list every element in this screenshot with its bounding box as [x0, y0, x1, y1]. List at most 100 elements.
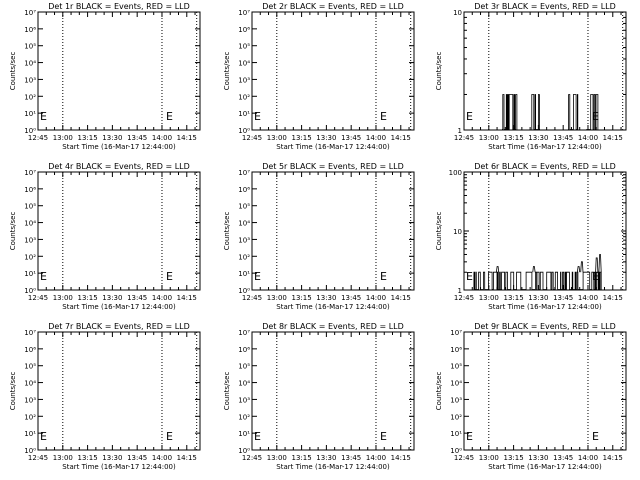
- y-tick-label: 10⁵: [450, 363, 462, 371]
- events-peak: [595, 257, 599, 273]
- y-tick-label: 1: [458, 287, 462, 295]
- y-tick-label: 10⁷: [238, 329, 250, 337]
- y-tick-label: 10³: [450, 396, 462, 404]
- x-tick-label: 13:45: [127, 134, 147, 142]
- plot-frame: [251, 331, 415, 451]
- plot-frame: [251, 11, 415, 131]
- x-tick-label: 14:15: [177, 134, 197, 142]
- x-axis-label: Start Time (16-Mar-17 12:44:00): [488, 303, 602, 311]
- y-tick-label: 10⁴: [238, 380, 250, 388]
- y-axis-label: Counts/sec: [223, 52, 231, 91]
- x-tick-label: 14:00: [366, 294, 386, 302]
- x-tick-label: 12:45: [28, 294, 48, 302]
- x-tick-label: 13:15: [503, 454, 523, 462]
- x-tick-label: 13:15: [503, 294, 523, 302]
- x-tick-label: 13:00: [267, 294, 287, 302]
- y-tick-label: 10⁴: [24, 60, 36, 68]
- detector-panel-1: Det 1r BLACK = Events, RED = LLD 10⁰ 10¹ 10…: [9, 2, 201, 151]
- y-tick-label: 10⁵: [24, 363, 36, 371]
- y-tick-label: 10²: [450, 413, 462, 421]
- x-tick-label: 12:45: [28, 134, 48, 142]
- x-tick-label: 12:45: [454, 294, 474, 302]
- y-tick-label: 10¹: [238, 270, 250, 278]
- y-tick-label: 10³: [238, 396, 250, 404]
- y-tick-label: 10⁰: [24, 447, 36, 455]
- x-tick-label: 14:00: [578, 134, 598, 142]
- panel-title: Det 7r BLACK = Events, RED = LLD: [48, 322, 190, 331]
- y-tick-label: 10¹: [24, 430, 36, 438]
- event-marker: E: [40, 270, 47, 283]
- x-tick-label: 13:30: [102, 294, 122, 302]
- x-tick-label: 13:00: [53, 294, 73, 302]
- y-axis-label: Counts/sec: [435, 212, 443, 251]
- events-trace: [473, 271, 602, 290]
- event-marker: E: [166, 270, 173, 283]
- y-tick-label: 10²: [238, 93, 250, 101]
- event-marker: E: [466, 270, 473, 283]
- panel-title: Det 6r BLACK = Events, RED = LLD: [474, 162, 616, 171]
- event-marker: E: [40, 430, 47, 443]
- x-tick-label: 13:45: [553, 294, 573, 302]
- x-axis-label: Start Time (16-Mar-17 12:44:00): [62, 303, 176, 311]
- events-peak: [496, 266, 500, 273]
- y-tick-label: 10¹: [24, 270, 36, 278]
- x-tick-label: 13:30: [528, 454, 548, 462]
- x-tick-label: 14:15: [177, 454, 197, 462]
- detector-panel-4: Det 4r BLACK = Events, RED = LLD 10⁰ 10¹ 10…: [9, 162, 201, 311]
- event-marker: E: [466, 430, 473, 443]
- x-tick-label: 13:45: [341, 454, 361, 462]
- x-tick-label: 13:30: [102, 454, 122, 462]
- y-tick-label: 10⁷: [238, 9, 250, 17]
- x-tick-label: 13:30: [316, 454, 336, 462]
- x-tick-label: 14:15: [391, 134, 411, 142]
- events-trace: [502, 94, 599, 130]
- x-tick-label: 14:00: [578, 294, 598, 302]
- y-tick-label: 10⁶: [450, 346, 462, 354]
- x-axis-label: Start Time (16-Mar-17 12:44:00): [276, 303, 390, 311]
- x-tick-label: 13:15: [77, 454, 97, 462]
- y-tick-label: 10²: [238, 253, 250, 261]
- y-tick-label: 10⁶: [238, 26, 250, 34]
- y-axis-label: Counts/sec: [435, 372, 443, 411]
- panel-title: Det 8r BLACK = Events, RED = LLD: [262, 322, 404, 331]
- y-tick-label: 10¹: [24, 110, 36, 118]
- y-axis-label: Counts/sec: [9, 52, 17, 91]
- y-tick-label: 10⁵: [24, 43, 36, 51]
- event-marker: E: [254, 430, 261, 443]
- x-tick-label: 12:45: [454, 454, 474, 462]
- y-tick-label: 100: [449, 169, 462, 177]
- y-tick-label: 10⁰: [238, 127, 250, 135]
- y-tick-label: 10³: [238, 236, 250, 244]
- event-marker: E: [166, 430, 173, 443]
- x-tick-label: 13:45: [553, 454, 573, 462]
- events-peak: [598, 254, 602, 273]
- y-tick-label: 10²: [238, 413, 250, 421]
- x-tick-label: 13:45: [341, 294, 361, 302]
- event-marker: E: [380, 270, 387, 283]
- plot-frame: [463, 331, 627, 451]
- x-axis-label: Start Time (16-Mar-17 12:44:00): [276, 143, 390, 151]
- y-axis-label: Counts/sec: [435, 52, 443, 91]
- event-marker: E: [380, 110, 387, 123]
- y-tick-label: 10⁴: [24, 220, 36, 228]
- x-tick-label: 13:30: [102, 134, 122, 142]
- y-tick-label: 10⁴: [238, 60, 250, 68]
- detector-panel-5: Det 5r BLACK = Events, RED = LLD 10⁰ 10¹ 10…: [223, 162, 415, 311]
- y-tick-label: 10¹: [238, 110, 250, 118]
- y-tick-label: 10⁷: [24, 9, 36, 17]
- x-tick-label: 13:45: [553, 134, 573, 142]
- detector-panel-2: Det 2r BLACK = Events, RED = LLD 10⁰ 10¹ 10…: [223, 2, 415, 151]
- x-tick-label: 14:15: [177, 294, 197, 302]
- y-axis-label: Counts/sec: [9, 372, 17, 411]
- y-tick-label: 10²: [24, 253, 36, 261]
- y-tick-label: 10³: [238, 76, 250, 84]
- y-tick-label: 10³: [24, 236, 36, 244]
- x-tick-label: 13:00: [267, 134, 287, 142]
- x-tick-label: 12:45: [242, 454, 262, 462]
- event-marker: E: [592, 430, 599, 443]
- x-tick-label: 13:15: [77, 294, 97, 302]
- y-axis-label: Counts/sec: [9, 212, 17, 251]
- x-axis-label: Start Time (16-Mar-17 12:44:00): [276, 463, 390, 471]
- y-tick-label: 10: [453, 9, 462, 17]
